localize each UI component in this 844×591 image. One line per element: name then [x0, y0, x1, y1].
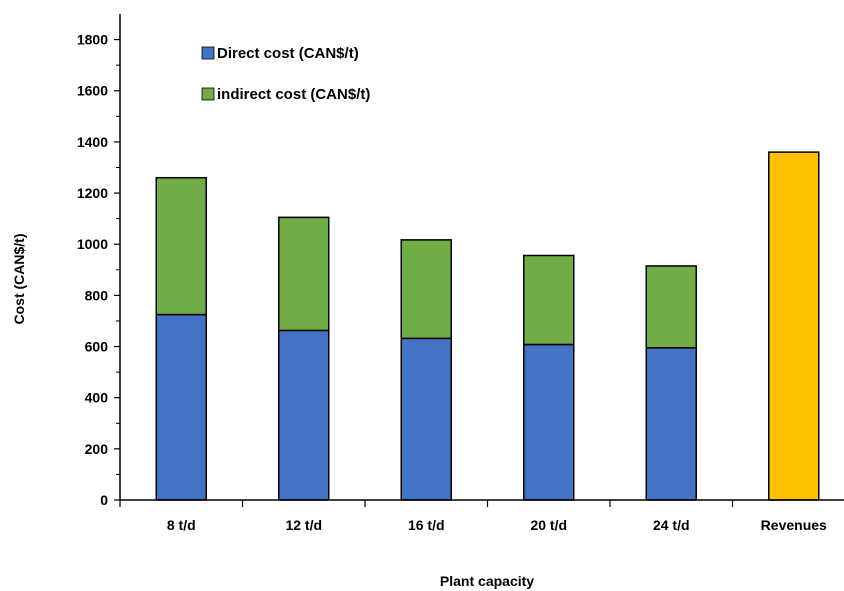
bar-8-t-d-s1	[155, 176, 207, 316]
x-tick-label: 8 t/d	[167, 517, 196, 533]
bar-20-t-d-s1	[523, 254, 575, 346]
bars-group	[155, 151, 820, 501]
x-tick-label: 12 t/d	[285, 517, 322, 533]
bar-16-t-d-s0	[400, 337, 452, 501]
y-tick-label: 400	[85, 390, 109, 406]
axes-group: 0 200 400 600 800 1000 1200 1400 1600 1800 8 t/d 12…	[77, 14, 844, 533]
legend-label: indirect cost (CAN$/t)	[217, 86, 370, 103]
bar-24-t-d-s1	[645, 265, 697, 349]
legend-swatch	[201, 87, 215, 101]
legend-swatch	[201, 46, 215, 60]
x-tick-label: 20 t/d	[530, 517, 567, 533]
bar-8-t-d-s0	[155, 313, 207, 501]
x-axis-title: Plant capacity	[440, 573, 534, 589]
y-axis-title: Cost (CAN$/t)	[11, 234, 27, 325]
y-tick-label: 1000	[77, 236, 108, 252]
bar-12-t-d-s0	[278, 329, 330, 501]
legend-label: Direct cost (CAN$/t)	[217, 45, 359, 62]
bar-12-t-d-s1	[278, 216, 330, 332]
x-tick-label: Revenues	[761, 517, 827, 533]
y-tick-label: 1200	[77, 185, 108, 201]
bar-24-t-d-s0	[645, 347, 697, 501]
x-tick-label: 16 t/d	[408, 517, 445, 533]
y-tick-label: 600	[85, 339, 109, 355]
y-tick-label: 200	[85, 441, 109, 457]
bar-20-t-d-s0	[523, 343, 575, 501]
legend: Direct cost (CAN$/t) indirect cost (CAN$/…	[201, 45, 370, 103]
bar-16-t-d-s1	[400, 239, 452, 340]
y-tick-label: 0	[100, 492, 108, 508]
y-tick-label: 800	[85, 287, 109, 303]
y-tick-label: 1400	[77, 134, 108, 150]
y-tick-label: 1800	[77, 32, 108, 48]
x-tick-label: 24 t/d	[653, 517, 690, 533]
y-tick-label: 1600	[77, 83, 108, 99]
bar-revenues-s2	[768, 151, 820, 501]
